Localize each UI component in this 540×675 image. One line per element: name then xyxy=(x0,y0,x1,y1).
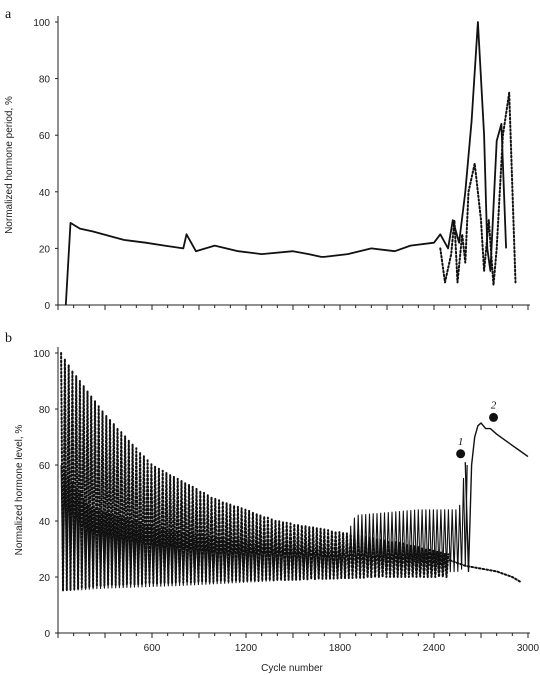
panel-b-x-tick-label: 2400 xyxy=(423,643,446,654)
panel-a-axes: 0 20 40 60 80 100 xyxy=(33,16,530,312)
panel-b-marker-label-2: 2 xyxy=(491,399,497,411)
panel-b-x-tick-label: 600 xyxy=(144,643,161,654)
panel-b-solid-oscillation xyxy=(60,464,468,592)
panel-a-y-tick-label: 20 xyxy=(39,244,51,255)
panel-b-marker-1 xyxy=(456,449,466,459)
panel-b-y-tick-label: 0 xyxy=(44,629,50,640)
panel-a-plot-area xyxy=(64,21,517,306)
panel-b-x-axis-title: Cycle number xyxy=(261,663,323,674)
panel-a-y-tick-label: 80 xyxy=(39,75,51,86)
panel-a-series-dotted-line xyxy=(439,91,517,287)
panel-a-y-axis-title: Normalized hormone period, % xyxy=(4,96,15,234)
panel-a-y-tick-label: 60 xyxy=(39,131,51,142)
panel-b-y-tick-label: 80 xyxy=(39,405,51,416)
panel-b-dotted-tail xyxy=(448,559,523,584)
panel-b-marker-2 xyxy=(489,412,499,422)
panel-a-y-tick-label: 0 xyxy=(44,301,50,312)
panel-a-y-tick-label: 100 xyxy=(33,18,50,29)
panel-b-x-tick-label: 1200 xyxy=(235,643,258,654)
panel-b-axes: 0 20 40 60 80 100 600 1200 1800 2400 3000 xyxy=(33,347,540,654)
panel-b-letter: b xyxy=(5,331,12,346)
panel-b-y-tick-label: 60 xyxy=(39,461,51,472)
panel-b-marker-label-1: 1 xyxy=(458,436,464,448)
panel-b-y-tick-label: 20 xyxy=(39,573,51,584)
panel-b-y-tick-label: 40 xyxy=(39,517,51,528)
panel-b-x-tick-label: 1800 xyxy=(329,643,352,654)
panel-b: b Normalized hormone level, % Cycle numb… xyxy=(5,331,540,674)
panel-a-y-tick-label: 40 xyxy=(39,188,51,199)
panel-b-y-tick-label: 100 xyxy=(33,349,50,360)
panel-a: a Normalized hormone period, % 0 20 40 60 80… xyxy=(4,7,530,312)
panel-b-y-axis-title: Normalized hormone level, % xyxy=(14,425,25,556)
panel-a-series-solid-line xyxy=(64,21,507,306)
panel-a-letter: a xyxy=(5,7,12,22)
panel-b-solid-tail xyxy=(464,422,529,573)
panel-b-x-tick-label: 3000 xyxy=(517,643,540,654)
panel-b-plot-area: 12 xyxy=(60,352,529,592)
